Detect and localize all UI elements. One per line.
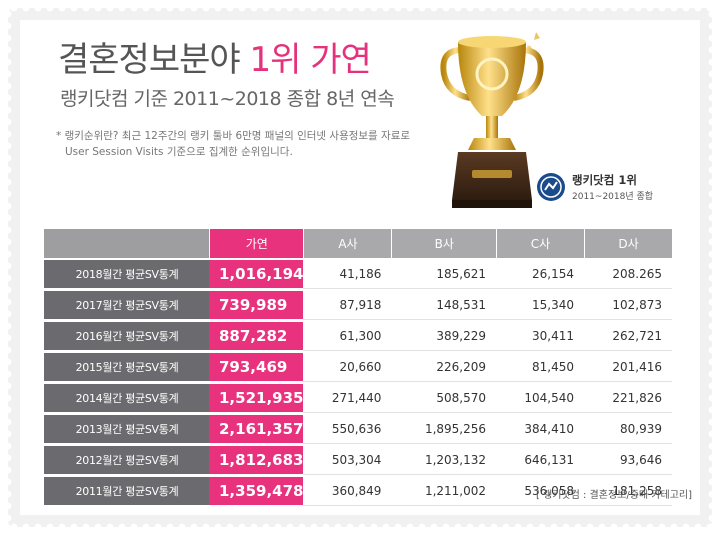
subline: 랭키닷컴 기준 2011~2018 종합 8년 연속 <box>60 84 394 111</box>
stamp-edge-right <box>708 8 716 527</box>
d-value: 80,939 <box>584 415 672 444</box>
table-header-row: 가연 A사 B사 C사 D사 <box>44 229 672 258</box>
headline-highlight: 1위 가연 <box>250 40 371 80</box>
b-value: 226,209 <box>391 353 496 382</box>
table-row: 2015월간 평균SV통계 793,469 20,660 226,209 81,… <box>44 353 672 382</box>
note-line-1: * 랭키순위란? 최근 12주간의 랭키 툴바 6만명 패널의 인터넷 사용정보… <box>56 128 410 144</box>
sv-stats-table: 가연 A사 B사 C사 D사 2018월간 평균SV통계 1,016,194 4… <box>44 227 672 508</box>
note-line-2: User Session Visits 기준으로 집계한 순위입니다. <box>56 144 410 160</box>
row-label: 2017월간 평균SV통계 <box>44 291 209 320</box>
b-value: 508,570 <box>391 384 496 413</box>
row-label: 2014월간 평균SV통계 <box>44 384 209 413</box>
stamp-edge-left <box>4 8 12 527</box>
a-value: 360,849 <box>303 477 391 506</box>
a-value: 271,440 <box>303 384 391 413</box>
table-row: 2016월간 평균SV통계 887,282 61,300 389,229 30,… <box>44 322 672 351</box>
table-row: 2017월간 평균SV통계 739,989 87,918 148,531 15,… <box>44 291 672 320</box>
a-value: 61,300 <box>303 322 391 351</box>
a-value: 41,186 <box>303 260 391 289</box>
row-label: 2016월간 평균SV통계 <box>44 322 209 351</box>
d-value: 102,873 <box>584 291 672 320</box>
gayeon-value: 1,016,194 <box>209 260 303 289</box>
b-value: 1,203,132 <box>391 446 496 475</box>
table-corner <box>44 229 209 258</box>
gayeon-value: 739,989 <box>209 291 303 320</box>
gayeon-value: 2,161,357 <box>209 415 303 444</box>
a-value: 503,304 <box>303 446 391 475</box>
stamp-edge-bottom <box>8 523 712 531</box>
d-value: 262,721 <box>584 322 672 351</box>
b-value: 185,621 <box>391 260 496 289</box>
a-value: 550,636 <box>303 415 391 444</box>
c-value: 104,540 <box>496 384 584 413</box>
headline-main: 결혼정보분야 <box>58 40 240 80</box>
badge-title: 랭키닷컴 1위 <box>572 172 653 188</box>
rankey-badge: 랭키닷컴 1위 2011~2018년 종합 <box>536 172 653 202</box>
d-value: 201,416 <box>584 353 672 382</box>
row-label: 2012월간 평균SV통계 <box>44 446 209 475</box>
col-header-c: C사 <box>496 229 584 258</box>
ranking-note: * 랭키순위란? 최근 12주간의 랭키 툴바 6만명 패널의 인터넷 사용정보… <box>56 128 410 160</box>
c-value: 26,154 <box>496 260 584 289</box>
trophy-icon <box>432 24 552 216</box>
rankey-seal-icon <box>536 172 566 202</box>
gayeon-value: 793,469 <box>209 353 303 382</box>
table-row: 2014월간 평균SV통계 1,521,935 271,440 508,570 … <box>44 384 672 413</box>
c-value: 646,131 <box>496 446 584 475</box>
c-value: 384,410 <box>496 415 584 444</box>
d-value: 221,826 <box>584 384 672 413</box>
badge-subtitle: 2011~2018년 종합 <box>572 189 653 202</box>
col-header-gayeon: 가연 <box>209 229 303 258</box>
table-row: 2018월간 평균SV통계 1,016,194 41,186 185,621 2… <box>44 260 672 289</box>
a-value: 87,918 <box>303 291 391 320</box>
col-header-d: D사 <box>584 229 672 258</box>
headline: 결혼정보분야 1위 가연 <box>58 32 371 81</box>
d-value: 93,646 <box>584 446 672 475</box>
c-value: 30,411 <box>496 322 584 351</box>
gayeon-value: 1,521,935 <box>209 384 303 413</box>
source-note: [ 랭키닷컴 : 결혼정보/중매 카테고리] <box>536 486 692 501</box>
b-value: 1,211,002 <box>391 477 496 506</box>
gayeon-value: 1,359,478 <box>209 477 303 506</box>
b-value: 148,531 <box>391 291 496 320</box>
col-header-b: B사 <box>391 229 496 258</box>
stamp-edge-top <box>8 4 712 12</box>
gayeon-value: 887,282 <box>209 322 303 351</box>
row-label: 2011월간 평균SV통계 <box>44 477 209 506</box>
row-label: 2015월간 평균SV통계 <box>44 353 209 382</box>
b-value: 389,229 <box>391 322 496 351</box>
b-value: 1,895,256 <box>391 415 496 444</box>
row-label: 2018월간 평균SV통계 <box>44 260 209 289</box>
c-value: 15,340 <box>496 291 584 320</box>
gayeon-value: 1,812,683 <box>209 446 303 475</box>
table-row: 2013월간 평균SV통계 2,161,357 550,636 1,895,25… <box>44 415 672 444</box>
col-header-a: A사 <box>303 229 391 258</box>
row-label: 2013월간 평균SV통계 <box>44 415 209 444</box>
c-value: 81,450 <box>496 353 584 382</box>
a-value: 20,660 <box>303 353 391 382</box>
d-value: 208.265 <box>584 260 672 289</box>
table-row: 2012월간 평균SV통계 1,812,683 503,304 1,203,13… <box>44 446 672 475</box>
